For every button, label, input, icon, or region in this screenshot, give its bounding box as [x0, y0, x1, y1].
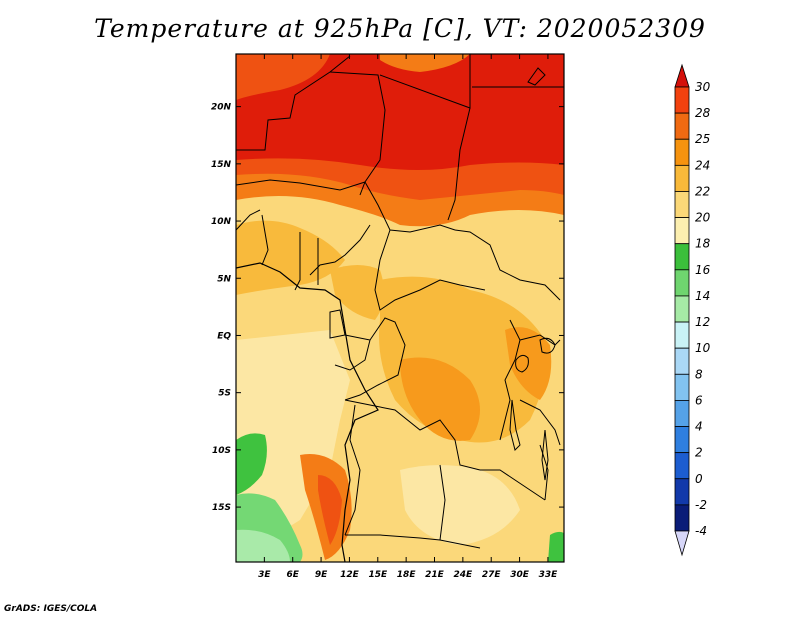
country-borders — [236, 54, 564, 562]
lat-tick-label: 20N — [211, 103, 232, 113]
colorbar-label: -4 — [695, 524, 707, 538]
lake-victoria-outline — [515, 354, 529, 373]
colorbar-label: 25 — [695, 132, 710, 146]
colorbar-label: 22 — [695, 184, 710, 198]
colorbar-label: 8 — [695, 367, 703, 381]
colorbar-segment — [674, 86, 690, 114]
colorbar-label: 12 — [695, 315, 710, 329]
colorbar-label: 20 — [695, 211, 711, 225]
colorbar-label: 28 — [695, 106, 711, 120]
field-very-hot-sahara — [236, 54, 564, 170]
grads-credit: GrADS: IGES/COLA — [4, 604, 98, 614]
colorbar-label: 10 — [695, 341, 711, 355]
colorbar-label: 30 — [695, 80, 711, 94]
colorbar-top-triangle — [674, 63, 690, 88]
lat-tick-label: EQ — [217, 331, 231, 341]
border-niger-west — [329, 71, 386, 196]
border-eq-guinea — [329, 309, 346, 339]
field-north-west-patch — [236, 54, 330, 100]
lon-tick-label: 24E — [454, 570, 474, 580]
border-chad-sudan — [447, 107, 471, 221]
border-namibia — [345, 534, 481, 549]
colorbar-segment — [674, 217, 690, 245]
field-hot-southwest — [318, 475, 342, 545]
colorbar-bottom-triangle — [674, 530, 690, 557]
colorbar-label: 0 — [695, 472, 703, 486]
map-title: Temperature at 925hPa [C], VT: 202005230… — [94, 14, 706, 43]
lake-malawi — [541, 429, 549, 481]
colorbar-segment — [674, 400, 690, 427]
colorbar-label: 6 — [695, 393, 703, 407]
colorbar-segment — [674, 164, 690, 192]
border-car-sudan — [454, 229, 561, 301]
field-green-light — [236, 529, 290, 562]
colorbar-segment — [674, 191, 690, 218]
colorbar-label: 16 — [695, 263, 711, 277]
lon-tick-label: 9E — [315, 570, 328, 580]
lat-tick-label: 10S — [212, 446, 231, 456]
lon-tick-label: 30E — [510, 570, 530, 580]
field-cameroon-amber — [330, 265, 384, 320]
border-guinea — [261, 214, 269, 266]
lon-tick-label: 33E — [539, 570, 559, 580]
lat-tick-label: 5S — [218, 389, 231, 399]
latitude-axis: 20N 15N 10N 5N EQ 5S 10S 15S — [211, 103, 564, 513]
colorbar-segment — [674, 295, 690, 323]
border-tanzania — [519, 399, 561, 446]
border-senegal — [236, 209, 261, 231]
colorbar-label: 4 — [695, 420, 703, 434]
field-pale-plateau — [400, 465, 520, 545]
border-zambia-angola — [439, 464, 446, 541]
colorbar-segment — [674, 347, 690, 375]
colorbar-segment — [674, 478, 690, 506]
colorbar-label: 2 — [695, 446, 703, 460]
colorbar-segment — [674, 321, 690, 349]
lon-tick-label: 12E — [340, 570, 360, 580]
lake-kyoga — [539, 337, 556, 354]
coast-red-sea — [527, 67, 546, 86]
temperature-field — [236, 54, 564, 562]
map-frame — [235, 53, 565, 563]
colorbar-segment — [674, 452, 690, 480]
field-green-dark — [236, 433, 267, 495]
colorbar-segment — [674, 112, 690, 140]
colorbar-segment — [674, 504, 690, 532]
colorbar-segment — [674, 138, 690, 166]
lon-tick-label: 21E — [425, 570, 445, 580]
lat-tick-label: 10N — [211, 217, 232, 227]
colorbar-label: -2 — [695, 498, 707, 512]
border-gabon — [334, 334, 371, 371]
lake-tanganyika — [509, 399, 521, 451]
border-zambia-north — [480, 469, 546, 501]
colorbar-segment — [674, 269, 690, 297]
colorbar-segment — [674, 373, 690, 401]
border-angola-drc — [344, 399, 481, 471]
lon-tick-label: 6E — [287, 570, 300, 580]
field-orange-basin — [400, 357, 480, 441]
coastline-west — [236, 262, 379, 562]
lon-tick-label: 15E — [368, 570, 388, 580]
border-ghana — [294, 232, 301, 291]
colorbar-segment — [674, 426, 690, 454]
colorbar-label: 14 — [695, 289, 710, 303]
border-car-south — [374, 229, 486, 311]
border-sahel-line — [236, 179, 456, 233]
longitude-axis: 3E 6E 9E 12E 15E 18E 21E 24E 27E 30E 33E — [258, 54, 558, 580]
lat-tick-label: 5N — [217, 274, 231, 284]
lon-tick-label: 3E — [258, 570, 271, 580]
lon-tick-label: 18E — [397, 570, 417, 580]
field-north-center-patch — [380, 54, 470, 72]
border-uganda — [519, 334, 561, 346]
colorbar-label: 18 — [695, 237, 711, 251]
colorbar-label: 24 — [695, 158, 710, 172]
colorbar-segment — [674, 243, 690, 271]
border-congo — [344, 317, 406, 401]
lat-tick-label: 15N — [211, 160, 232, 170]
field-green-east — [548, 531, 564, 562]
lon-tick-label: 27E — [482, 570, 502, 580]
lat-tick-label: 15S — [212, 503, 231, 513]
